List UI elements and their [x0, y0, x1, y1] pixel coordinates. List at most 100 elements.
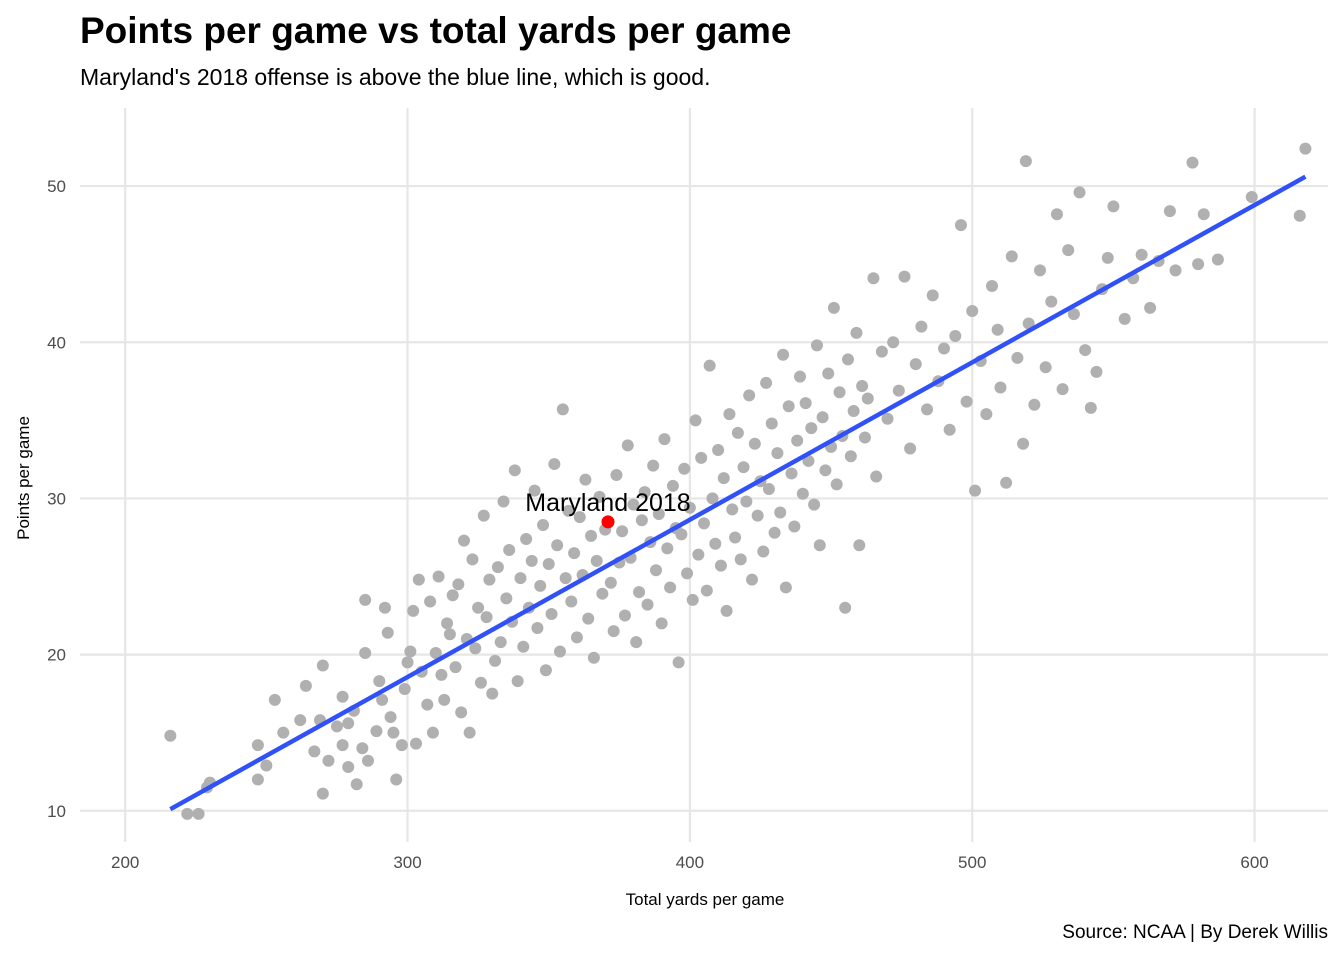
- data-point: [517, 641, 529, 653]
- data-point: [944, 424, 956, 436]
- data-point: [495, 636, 507, 648]
- data-point: [396, 739, 408, 751]
- data-point: [848, 405, 860, 417]
- data-point: [994, 382, 1006, 394]
- data-point: [698, 517, 710, 529]
- data-point: [834, 386, 846, 398]
- data-point: [351, 778, 363, 790]
- data-point: [1034, 264, 1046, 276]
- data-point: [678, 463, 690, 475]
- data-point: [712, 444, 724, 456]
- data-point: [887, 336, 899, 348]
- data-point: [500, 592, 512, 604]
- data-point: [1198, 208, 1210, 220]
- data-point: [797, 488, 809, 500]
- data-point: [486, 688, 498, 700]
- data-point: [294, 714, 306, 726]
- x-axis-label: Total yards per game: [626, 890, 785, 909]
- data-point: [342, 717, 354, 729]
- data-point: [385, 711, 397, 723]
- data-point: [565, 595, 577, 607]
- data-point: [794, 371, 806, 383]
- data-point: [537, 519, 549, 531]
- data-point: [687, 594, 699, 606]
- data-point: [252, 774, 264, 786]
- data-point: [605, 577, 617, 589]
- data-point: [735, 553, 747, 565]
- data-point: [596, 588, 608, 600]
- data-point: [554, 645, 566, 657]
- data-point: [585, 530, 597, 542]
- data-point: [337, 691, 349, 703]
- data-point: [704, 360, 716, 372]
- data-point: [1299, 143, 1311, 155]
- data-point: [859, 432, 871, 444]
- data-point: [656, 617, 668, 629]
- data-point: [404, 645, 416, 657]
- data-point: [726, 503, 738, 515]
- data-point: [1107, 200, 1119, 212]
- data-point: [729, 531, 741, 543]
- data-point: [791, 435, 803, 447]
- data-point: [1074, 186, 1086, 198]
- data-point: [548, 458, 560, 470]
- data-point: [588, 652, 600, 664]
- data-point: [630, 636, 642, 648]
- data-point: [619, 610, 631, 622]
- data-point: [910, 358, 922, 370]
- data-point: [842, 353, 854, 365]
- data-point: [819, 464, 831, 476]
- data-point: [1028, 399, 1040, 411]
- data-point: [1164, 205, 1176, 217]
- data-point: [723, 408, 735, 420]
- data-point: [252, 739, 264, 751]
- data-point: [424, 595, 436, 607]
- x-tick-label: 600: [1240, 853, 1268, 872]
- data-point: [478, 510, 490, 522]
- data-point: [444, 628, 456, 640]
- data-point: [514, 572, 526, 584]
- data-point: [780, 581, 792, 593]
- data-point: [966, 305, 978, 317]
- data-point: [359, 594, 371, 606]
- data-point: [1062, 244, 1074, 256]
- y-axis-label: Points per game: [14, 416, 33, 540]
- data-point: [413, 574, 425, 586]
- data-point: [342, 761, 354, 773]
- data-point: [986, 280, 998, 292]
- data-point: [709, 538, 721, 550]
- data-point: [433, 571, 445, 583]
- data-point: [876, 346, 888, 358]
- data-point: [379, 602, 391, 614]
- data-point: [616, 525, 628, 537]
- data-point: [543, 558, 555, 570]
- data-point: [475, 677, 487, 689]
- data-point: [427, 727, 439, 739]
- data-point: [356, 742, 368, 754]
- data-point: [498, 496, 510, 508]
- y-tick-label: 30: [47, 489, 66, 508]
- y-tick-label: 40: [47, 333, 66, 352]
- data-point: [509, 464, 521, 476]
- data-point: [622, 439, 634, 451]
- data-point: [921, 403, 933, 415]
- data-point: [337, 739, 349, 751]
- data-point: [650, 564, 662, 576]
- data-point: [1040, 361, 1052, 373]
- data-point: [777, 349, 789, 361]
- data-point: [557, 403, 569, 415]
- data-point: [681, 567, 693, 579]
- data-point: [658, 433, 670, 445]
- data-point: [1294, 210, 1306, 222]
- data-point: [382, 627, 394, 639]
- data-point: [322, 755, 334, 767]
- data-point: [915, 321, 927, 333]
- data-point: [520, 533, 532, 545]
- data-point: [1017, 438, 1029, 450]
- data-point: [421, 699, 433, 711]
- data-point: [1020, 155, 1032, 167]
- data-point: [721, 605, 733, 617]
- data-point: [715, 560, 727, 572]
- data-point: [783, 400, 795, 412]
